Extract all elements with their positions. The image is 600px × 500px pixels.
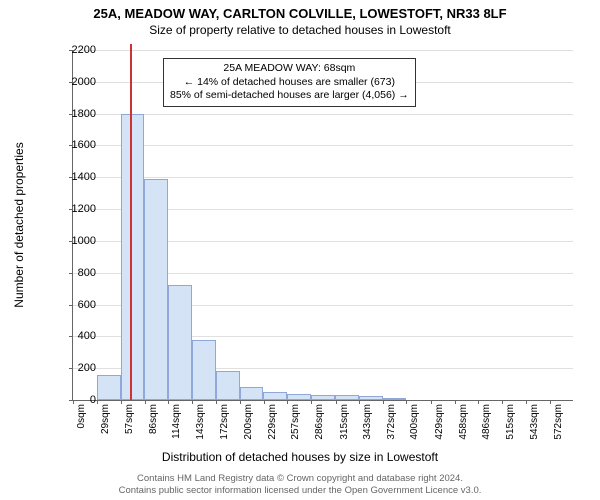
chart-subtitle: Size of property relative to detached ho… <box>0 21 600 37</box>
y-tick-label: 2000 <box>56 76 96 88</box>
footnote-line1: Contains HM Land Registry data © Crown c… <box>137 473 463 484</box>
x-tick-mark <box>192 400 193 404</box>
histogram-bar <box>216 371 240 400</box>
x-tick-mark <box>478 400 479 404</box>
annotation-line2: ← 14% of detached houses are smaller (67… <box>170 76 409 90</box>
x-tick-label: 486sqm <box>481 404 492 440</box>
y-tick-label: 600 <box>56 299 96 311</box>
x-tick-mark <box>383 400 384 404</box>
footnote-line2: Contains public sector information licen… <box>119 485 482 496</box>
x-axis-label: Distribution of detached houses by size … <box>0 450 600 464</box>
histogram-bar <box>240 387 264 400</box>
histogram-bar <box>144 179 168 400</box>
y-axis-label: Number of detached properties <box>12 142 26 307</box>
gridline <box>73 114 573 115</box>
x-tick-mark <box>406 400 407 404</box>
y-tick-label: 200 <box>56 362 96 374</box>
x-tick-mark <box>287 400 288 404</box>
y-tick-label: 800 <box>56 267 96 279</box>
footnote: Contains HM Land Registry data © Crown c… <box>0 473 600 496</box>
x-tick-label: 114sqm <box>171 404 182 439</box>
x-tick-label: 315sqm <box>339 404 350 440</box>
x-tick-label: 343sqm <box>362 404 373 440</box>
y-tick-label: 1200 <box>56 203 96 215</box>
x-tick-mark <box>97 400 98 404</box>
x-tick-mark <box>145 400 146 404</box>
x-tick-label: 172sqm <box>219 404 230 440</box>
x-tick-label: 286sqm <box>314 404 325 440</box>
x-tick-label: 200sqm <box>243 404 254 440</box>
histogram-bar <box>383 398 407 400</box>
gridline <box>73 145 573 146</box>
chart-title: 25A, MEADOW WAY, CARLTON COLVILLE, LOWES… <box>0 0 600 21</box>
histogram-bar <box>97 375 121 400</box>
histogram-bar <box>287 394 311 400</box>
x-tick-label: 143sqm <box>195 404 206 440</box>
histogram-bar <box>168 285 192 400</box>
chart-container: 25A, MEADOW WAY, CARLTON COLVILLE, LOWES… <box>0 0 600 500</box>
x-tick-mark <box>502 400 503 404</box>
x-tick-label: 0sqm <box>76 404 87 428</box>
x-tick-mark <box>240 400 241 404</box>
annotation-line1: 25A MEADOW WAY: 68sqm <box>170 62 409 76</box>
x-tick-mark <box>526 400 527 404</box>
x-tick-label: 372sqm <box>386 404 397 440</box>
annotation-box: 25A MEADOW WAY: 68sqm← 14% of detached h… <box>163 58 416 107</box>
histogram-bar <box>359 396 383 400</box>
x-tick-mark <box>431 400 432 404</box>
x-tick-mark <box>216 400 217 404</box>
x-tick-mark <box>264 400 265 404</box>
y-tick-label: 2200 <box>56 44 96 56</box>
plot-area: 25A MEADOW WAY: 68sqm← 14% of detached h… <box>72 50 573 401</box>
x-tick-label: 400sqm <box>409 404 420 440</box>
y-tick-label: 1600 <box>56 139 96 151</box>
x-tick-mark <box>121 400 122 404</box>
histogram-bar <box>263 392 287 400</box>
x-tick-mark <box>550 400 551 404</box>
y-tick-label: 400 <box>56 330 96 342</box>
property-marker-line <box>130 44 132 400</box>
annotation-line3: 85% of semi-detached houses are larger (… <box>170 89 409 103</box>
x-tick-label: 257sqm <box>290 404 301 440</box>
x-tick-label: 86sqm <box>148 404 159 434</box>
x-tick-label: 229sqm <box>267 404 278 440</box>
x-tick-label: 515sqm <box>505 404 516 440</box>
x-tick-label: 29sqm <box>100 404 111 434</box>
x-tick-label: 572sqm <box>553 404 564 440</box>
x-tick-mark <box>359 400 360 404</box>
x-tick-mark <box>168 400 169 404</box>
y-tick-label: 1800 <box>56 108 96 120</box>
x-tick-mark <box>455 400 456 404</box>
histogram-bar <box>121 114 145 400</box>
gridline <box>73 50 573 51</box>
y-tick-label: 1400 <box>56 171 96 183</box>
x-tick-mark <box>336 400 337 404</box>
x-tick-label: 57sqm <box>124 404 135 434</box>
histogram-bar <box>335 395 359 400</box>
x-tick-label: 458sqm <box>458 404 469 440</box>
y-tick-label: 1000 <box>56 235 96 247</box>
histogram-bar <box>192 340 216 400</box>
x-tick-label: 429sqm <box>434 404 445 440</box>
x-tick-mark <box>311 400 312 404</box>
histogram-bar <box>311 395 335 400</box>
x-tick-label: 543sqm <box>529 404 540 440</box>
